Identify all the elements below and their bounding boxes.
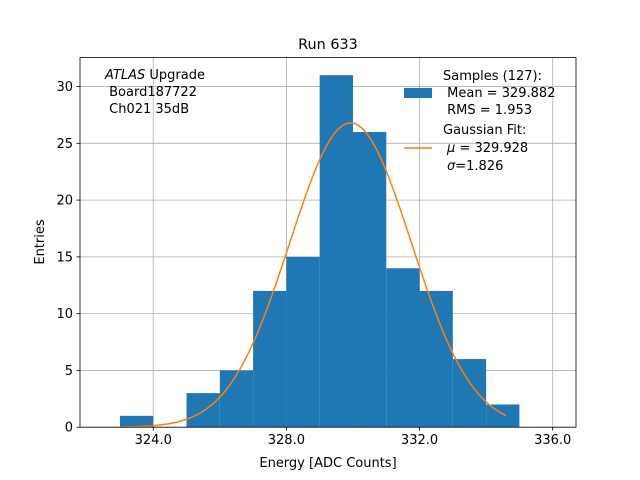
legend-samples-title: Samples (127): xyxy=(443,69,542,84)
histogram-bar xyxy=(286,256,320,428)
y-axis-label: Entries xyxy=(33,219,48,265)
histogram-bar xyxy=(119,415,154,428)
histogram-bar xyxy=(352,131,387,428)
y-tick-label: 0 xyxy=(65,421,73,436)
histogram-bar xyxy=(386,268,420,428)
legend: Samples (127): Mean = 329.882 RMS = 1.95… xyxy=(404,69,555,174)
y-tick-label: 5 xyxy=(65,364,73,379)
x-tick-label: 328.0 xyxy=(268,433,305,448)
sigma-value: =1.826 xyxy=(455,159,503,174)
y-tick-label: 15 xyxy=(56,250,73,265)
histogram-bar xyxy=(319,75,353,428)
mu-value: = 329.928 xyxy=(455,141,528,156)
atlas-label: ATLAS xyxy=(104,68,145,83)
annotation-line-2: Board187722 xyxy=(105,85,197,100)
histogram-bar xyxy=(486,404,520,428)
histogram-bar xyxy=(253,290,287,428)
x-tick-label: 324.0 xyxy=(135,433,172,448)
gaussian-fit-curve xyxy=(119,122,507,428)
x-tick-label: 332.0 xyxy=(401,433,438,448)
x-axis-ticks: 324.0 328.0 332.0 336.0 xyxy=(135,427,571,448)
legend-samples-patch xyxy=(404,88,432,98)
atlas-annotation: ATLAS Upgrade Board187722 Ch021 35dB xyxy=(104,68,205,117)
histogram-bar xyxy=(452,359,487,428)
upgrade-label: Upgrade xyxy=(145,68,205,83)
histogram-bar xyxy=(419,290,453,428)
histogram-bar xyxy=(219,370,254,428)
y-tick-label: 25 xyxy=(56,137,73,152)
y-tick-label: 20 xyxy=(56,194,73,209)
y-tick-label: 30 xyxy=(56,80,73,95)
y-axis-ticks: 0 5 10 15 20 25 30 xyxy=(56,80,80,436)
histogram-bars xyxy=(119,75,520,428)
chart-title: Run 633 xyxy=(298,37,358,53)
legend-fit-mu: μ = 329.928 xyxy=(446,141,528,156)
x-tick-label: 336.0 xyxy=(534,433,571,448)
x-axis-label: Energy [ADC Counts] xyxy=(259,456,396,471)
legend-fit-title: Gaussian Fit: xyxy=(443,123,526,138)
plot-frame xyxy=(79,57,577,428)
sigma-symbol: σ xyxy=(447,159,456,174)
annotation-line-1: ATLAS Upgrade xyxy=(104,68,205,83)
legend-samples-mean: Mean = 329.882 xyxy=(443,86,555,101)
mu-symbol: μ xyxy=(446,141,455,156)
annotation-line-3: Ch021 35dB xyxy=(105,102,189,117)
histogram-bar xyxy=(186,393,220,428)
legend-samples-rms: RMS = 1.953 xyxy=(443,103,532,118)
legend-fit-sigma: σ=1.826 xyxy=(447,159,503,174)
y-tick-label: 10 xyxy=(56,307,73,322)
